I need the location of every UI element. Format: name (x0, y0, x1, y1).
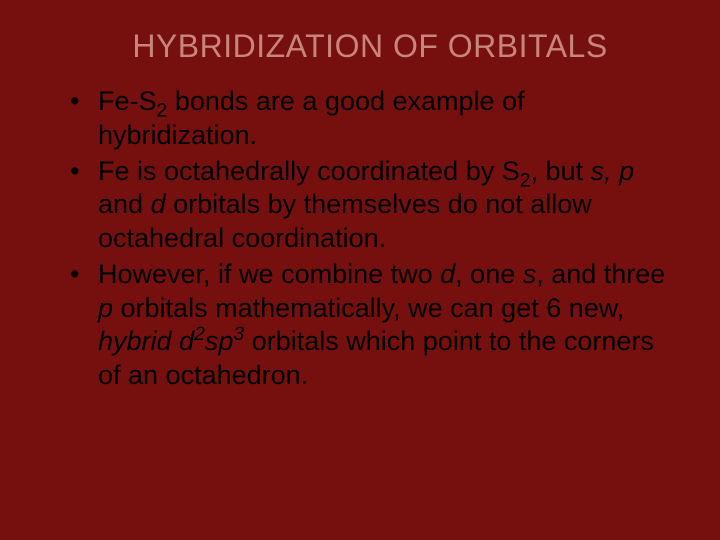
text-segment: hybrid d (98, 326, 194, 356)
text-segment: 3 (233, 323, 244, 345)
text-segment: 2 (520, 169, 531, 191)
text-segment: , and three (536, 259, 665, 289)
text-segment: 2 (194, 323, 205, 345)
text-segment: p (98, 293, 113, 323)
text-segment: orbitals by themselves do not allow octa… (98, 189, 592, 253)
bullet-list: Fe-S2 bonds are a good example of hybrid… (70, 85, 670, 393)
slide-title: HYBRIDIZATION OF ORBITALS (70, 28, 670, 65)
text-segment: s, p (591, 156, 635, 186)
bullet-item: Fe is octahedrally coordinated by S2, bu… (70, 155, 670, 256)
text-segment: , one (455, 259, 523, 289)
text-segment: Fe-S (98, 86, 157, 116)
text-segment: and (98, 189, 151, 219)
text-segment: Fe is octahedrally coordinated by S (98, 156, 520, 186)
text-segment: d (440, 259, 455, 289)
text-segment: However, if we combine two (98, 259, 440, 289)
text-segment: d (151, 189, 166, 219)
text-segment: 2 (157, 99, 168, 121)
text-segment: s (523, 259, 537, 289)
bullet-item: However, if we combine two d, one s, and… (70, 258, 670, 393)
text-segment: sp (205, 326, 234, 356)
text-segment: orbitals mathematically, we can get 6 ne… (113, 293, 624, 323)
bullet-item: Fe-S2 bonds are a good example of hybrid… (70, 85, 670, 153)
text-segment: , but (531, 156, 591, 186)
